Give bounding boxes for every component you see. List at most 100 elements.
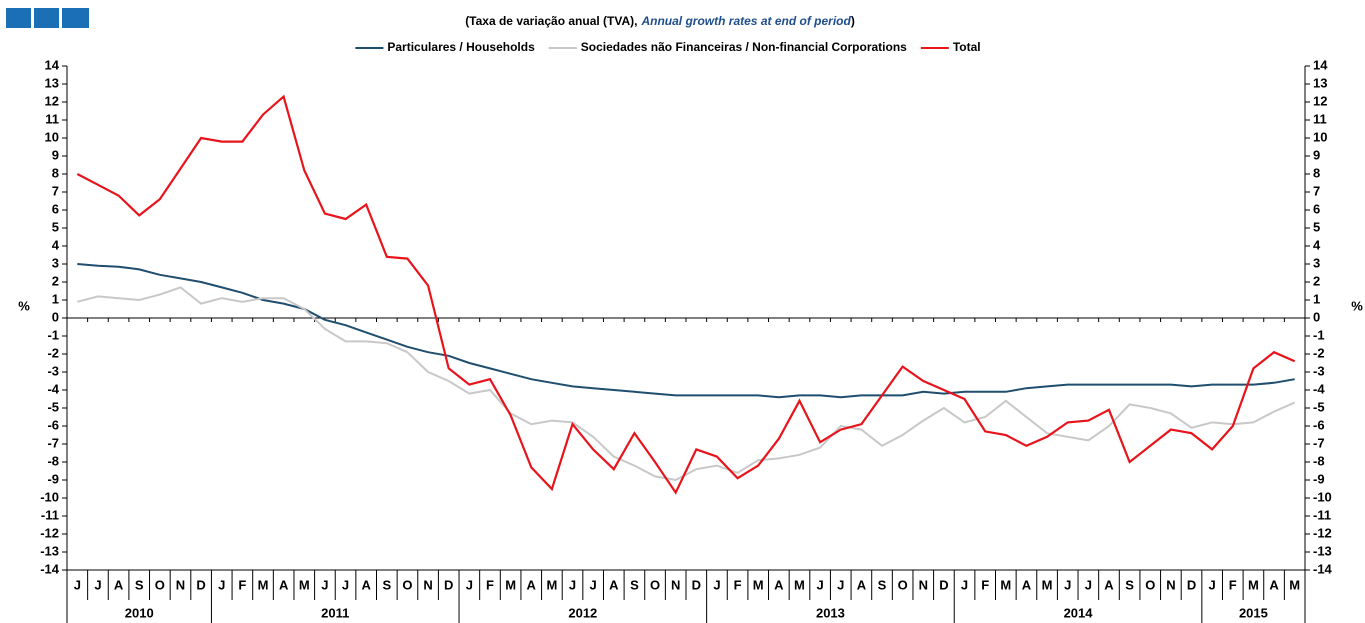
y-tick-label: 12 (45, 93, 59, 108)
y2-tick-label: -10 (1313, 489, 1332, 504)
legend-label: Particulares / Households (387, 40, 535, 54)
y2-tick-label: -8 (1313, 453, 1325, 468)
x-tick-label: J (816, 577, 823, 592)
y-tick-label: 8 (52, 165, 59, 180)
y-tick-label: -14 (40, 561, 60, 576)
y-tick-label: 7 (52, 183, 59, 198)
y-tick-label: -5 (47, 399, 59, 414)
logo (6, 8, 89, 28)
x-tick-label: J (961, 577, 968, 592)
logo-square (62, 8, 89, 28)
y2-axis-label: % (1351, 298, 1363, 313)
y2-tick-label: -12 (1313, 525, 1332, 540)
y2-tick-label: -9 (1313, 471, 1325, 486)
subtitle-pt: (Taxa de variação anual (TVA), (465, 14, 637, 28)
x-tick-label: M (258, 577, 269, 592)
year-label: 2015 (1239, 605, 1268, 620)
x-tick-label: N (919, 577, 928, 592)
year-label: 2011 (321, 605, 349, 620)
y-tick-label: -11 (41, 507, 59, 522)
x-tick-label: S (878, 577, 887, 592)
year-label: 2014 (1064, 605, 1094, 620)
x-tick-label: J (466, 577, 473, 592)
x-tick-label: A (361, 577, 371, 592)
x-tick-label: M (1000, 577, 1011, 592)
x-tick-label: O (155, 577, 165, 592)
y2-tick-label: 8 (1313, 165, 1320, 180)
x-tick-label: F (734, 577, 742, 592)
y-tick-label: -1 (47, 327, 59, 342)
subtitle-en: Annual growth rates at end of period (640, 14, 851, 28)
year-label: 2010 (125, 605, 154, 620)
x-tick-label: M (299, 577, 310, 592)
x-tick-label: F (981, 577, 989, 592)
x-tick-label: M (753, 577, 764, 592)
x-tick-label: A (857, 577, 867, 592)
y-tick-label: 5 (52, 219, 59, 234)
x-tick-label: J (1085, 577, 1092, 592)
legend-label: Total (953, 40, 981, 54)
y-tick-label: -9 (47, 471, 59, 486)
y2-tick-label: -14 (1313, 561, 1333, 576)
x-tick-label: A (1104, 577, 1114, 592)
x-tick-label: S (135, 577, 144, 592)
y2-tick-label: -11 (1313, 507, 1331, 522)
x-tick-label: S (630, 577, 639, 592)
x-tick-label: A (1269, 577, 1279, 592)
y2-tick-label: -13 (1313, 543, 1332, 558)
year-label: 2013 (816, 605, 845, 620)
x-tick-label: N (671, 577, 680, 592)
y2-tick-label: -7 (1313, 435, 1325, 450)
x-tick-label: M (1042, 577, 1053, 592)
y2-tick-label: 12 (1313, 93, 1327, 108)
y2-tick-label: 4 (1313, 237, 1321, 252)
subtitle: (Taxa de variação anual (TVA), Annual gro… (465, 14, 855, 28)
y-tick-label: -2 (47, 345, 59, 360)
y-tick-label: -4 (47, 381, 59, 396)
x-tick-label: A (279, 577, 289, 592)
legend-label: Sociedades não Financeiras / Non-financi… (581, 40, 907, 54)
x-tick-label: M (794, 577, 805, 592)
y2-tick-label: 5 (1313, 219, 1320, 234)
y-tick-label: 13 (45, 75, 59, 90)
x-tick-label: F (486, 577, 494, 592)
x-tick-label: F (1229, 577, 1237, 592)
x-tick-label: D (939, 577, 948, 592)
logo-square (6, 8, 31, 28)
y2-tick-label: 6 (1313, 201, 1320, 216)
x-tick-label: D (196, 577, 205, 592)
y2-tick-label: -2 (1313, 345, 1325, 360)
x-tick-label: N (176, 577, 185, 592)
x-tick-label: O (898, 577, 908, 592)
y-axis-label: % (18, 298, 30, 313)
x-tick-label: A (1022, 577, 1032, 592)
y2-tick-label: 3 (1313, 255, 1320, 270)
x-tick-label: N (1166, 577, 1175, 592)
subtitle-close: ) (851, 14, 855, 28)
x-tick-label: J (342, 577, 349, 592)
y-tick-label: -8 (47, 453, 59, 468)
x-tick-label: J (74, 577, 81, 592)
y-tick-label: 9 (52, 147, 59, 162)
y-tick-label: 14 (45, 57, 60, 72)
y2-tick-label: 1 (1313, 291, 1320, 306)
x-tick-label: J (837, 577, 844, 592)
x-tick-label: J (569, 577, 576, 592)
y-tick-label: -10 (40, 489, 59, 504)
x-tick-label: J (321, 577, 328, 592)
x-tick-label: N (423, 577, 432, 592)
x-tick-label: D (1187, 577, 1196, 592)
y-tick-label: 3 (52, 255, 59, 270)
x-tick-label: J (590, 577, 597, 592)
x-tick-label: J (218, 577, 225, 592)
y-tick-label: -3 (47, 363, 59, 378)
y2-tick-label: 2 (1313, 273, 1320, 288)
y2-tick-label: -5 (1313, 399, 1325, 414)
y-tick-label: 4 (52, 237, 60, 252)
y-tick-label: 6 (52, 201, 59, 216)
y-tick-label: 11 (45, 111, 59, 126)
y2-tick-label: -1 (1313, 327, 1325, 342)
series-line (77, 263, 1295, 399)
y-tick-label: -12 (40, 525, 59, 540)
